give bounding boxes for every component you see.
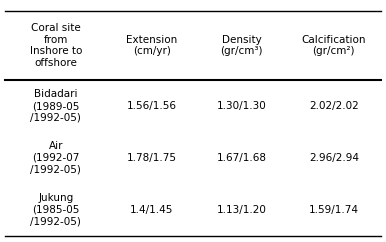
Text: Density
(gr/cm³): Density (gr/cm³) [220, 35, 263, 56]
Text: 1.13/1.20: 1.13/1.20 [217, 205, 267, 215]
Text: Extension
(cm/yr): Extension (cm/yr) [126, 35, 177, 56]
Text: Bidadari
(1989-05
/1992-05): Bidadari (1989-05 /1992-05) [30, 90, 81, 123]
Text: Jukung
(1985-05
/1992-05): Jukung (1985-05 /1992-05) [30, 193, 81, 227]
Text: 1.78/1.75: 1.78/1.75 [127, 153, 177, 163]
Text: Air
(1992-07
/1992-05): Air (1992-07 /1992-05) [30, 141, 81, 174]
Text: 1.4/1.45: 1.4/1.45 [130, 205, 173, 215]
Text: 2.02/2.02: 2.02/2.02 [309, 101, 359, 111]
Text: 2.96/2.94: 2.96/2.94 [309, 153, 359, 163]
Text: Calcification
(gr/cm²): Calcification (gr/cm²) [301, 35, 366, 56]
Text: 1.56/1.56: 1.56/1.56 [127, 101, 177, 111]
Text: 1.59/1.74: 1.59/1.74 [309, 205, 359, 215]
Text: Coral site
from
Inshore to
offshore: Coral site from Inshore to offshore [30, 23, 82, 68]
Text: 1.67/1.68: 1.67/1.68 [217, 153, 267, 163]
Text: 1.30/1.30: 1.30/1.30 [217, 101, 267, 111]
